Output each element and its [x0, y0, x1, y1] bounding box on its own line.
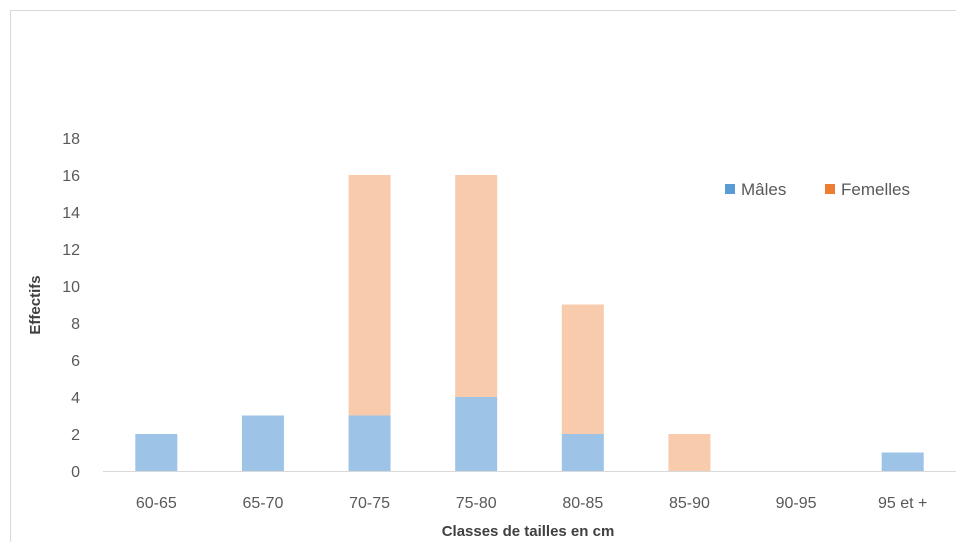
chart-frame	[10, 10, 956, 542]
bar-males	[135, 434, 178, 471]
legend: Mâles Femelles	[725, 180, 910, 199]
bars	[135, 175, 924, 471]
x-tick-label: 75-80	[456, 495, 497, 512]
bar-females	[348, 175, 391, 416]
bar-males	[455, 397, 498, 471]
x-tick-label: 80-85	[562, 495, 603, 512]
legend-swatch-females	[825, 184, 835, 194]
legend-label-males: Mâles	[741, 180, 786, 199]
bar-males	[881, 452, 924, 471]
y-tick-label: 16	[62, 168, 80, 185]
x-tick-label: 70-75	[349, 495, 390, 512]
x-tick-label: 85-90	[669, 495, 710, 512]
bar-males	[348, 415, 391, 471]
bar-males	[241, 415, 284, 471]
x-tick-label: 60-65	[136, 495, 177, 512]
x-tick-label: 90-95	[776, 495, 817, 512]
x-tick-label: 65-70	[242, 495, 283, 512]
y-tick-label: 18	[62, 131, 80, 148]
bar-females	[455, 175, 498, 397]
y-tick-label: 12	[62, 242, 80, 259]
y-tick-label: 10	[62, 279, 80, 296]
legend-swatch-males	[725, 184, 735, 194]
y-tick-label: 0	[71, 464, 80, 481]
bar-males	[561, 434, 604, 471]
y-tick-label: 2	[71, 427, 80, 444]
y-tick-label: 4	[71, 390, 80, 407]
bar-females	[668, 434, 711, 471]
x-tick-label: 95 et +	[878, 495, 927, 512]
y-tick-label: 14	[62, 205, 80, 222]
y-axis-ticks: 0 2 4 6 8 10 12 14 16 18	[62, 131, 80, 481]
y-axis-title: Effectifs	[27, 275, 44, 334]
y-tick-label: 6	[71, 353, 80, 370]
x-axis-title: Classes de tailles en cm	[442, 523, 615, 540]
x-axis-ticks: 60-65 65-70 70-75 75-80 80-85 85-90 90-95 95 et…	[136, 495, 928, 512]
bar-females	[561, 304, 604, 434]
y-tick-label: 8	[71, 316, 80, 333]
legend-label-females: Femelles	[841, 180, 910, 199]
